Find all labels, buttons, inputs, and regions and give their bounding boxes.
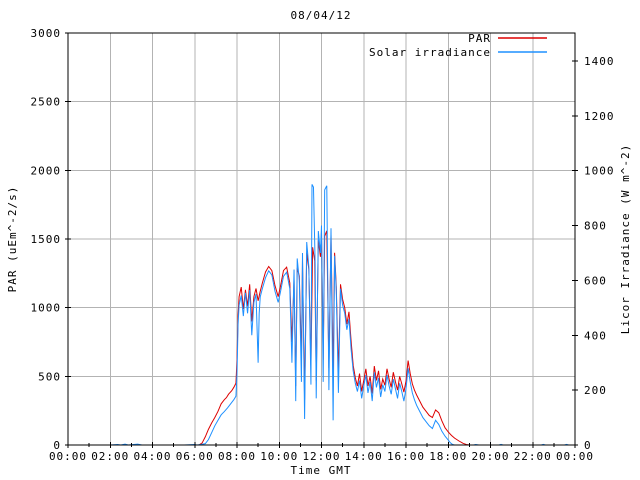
x-tick-label: 08:00 <box>218 450 256 463</box>
y-right-tick-label: 0 <box>584 439 592 452</box>
x-axis-title: Time GMT <box>291 464 352 477</box>
x-tick-label: 18:00 <box>429 450 467 463</box>
y-right-tick-label: 1200 <box>584 110 615 123</box>
x-tick-label: 04:00 <box>133 450 171 463</box>
y-right-axis-title: Licor Irradiance (W m^-2) <box>619 144 632 335</box>
legend-label-solar-irradiance: Solar irradiance <box>369 46 491 59</box>
data-series <box>68 184 575 446</box>
x-tick-label: 00:00 <box>556 450 594 463</box>
x-tick-label: 06:00 <box>176 450 214 463</box>
y-right-tick-label: 400 <box>584 329 607 342</box>
x-tick-label: 12:00 <box>302 450 340 463</box>
y-left-axis-title: PAR (uEm^-2/s) <box>6 186 19 293</box>
x-tick-label: 16:00 <box>387 450 425 463</box>
y-left-tick-label: 0 <box>53 439 61 452</box>
plot-border <box>67 32 576 446</box>
y-right-tick-label: 1400 <box>584 55 615 68</box>
y-left-tick-label: 2500 <box>31 96 62 109</box>
x-tick-label: 02:00 <box>91 450 129 463</box>
y-right-tick-label: 200 <box>584 384 607 397</box>
x-tick-label: 00:00 <box>49 450 87 463</box>
legend: PAR Solar irradiance <box>369 32 547 59</box>
x-tick-label: 14:00 <box>345 450 383 463</box>
y-right-tick-label: 600 <box>584 274 607 287</box>
y-left-tick-label: 1500 <box>31 233 62 246</box>
y-right-tick-label: 1000 <box>584 165 615 178</box>
x-tick-label: 10:00 <box>260 450 298 463</box>
y-right-tick-label: 800 <box>584 220 607 233</box>
x-tick-label: 20:00 <box>471 450 509 463</box>
x-tick-label: 22:00 <box>514 450 552 463</box>
y-left-tick-label: 2000 <box>31 164 62 177</box>
y-left-tick-label: 1000 <box>31 302 62 315</box>
series-line-solar-irradiance <box>68 184 575 446</box>
chart-title: 08/04/12 <box>291 9 352 22</box>
legend-label-par: PAR <box>468 32 491 45</box>
y-left-tick-label: 500 <box>38 370 61 383</box>
y-left-tick-label: 3000 <box>31 27 62 40</box>
axis-tick-labels: 00:00 02:00 04:00 06:00 08:00 10:00 12:00 14:00… <box>31 27 615 463</box>
